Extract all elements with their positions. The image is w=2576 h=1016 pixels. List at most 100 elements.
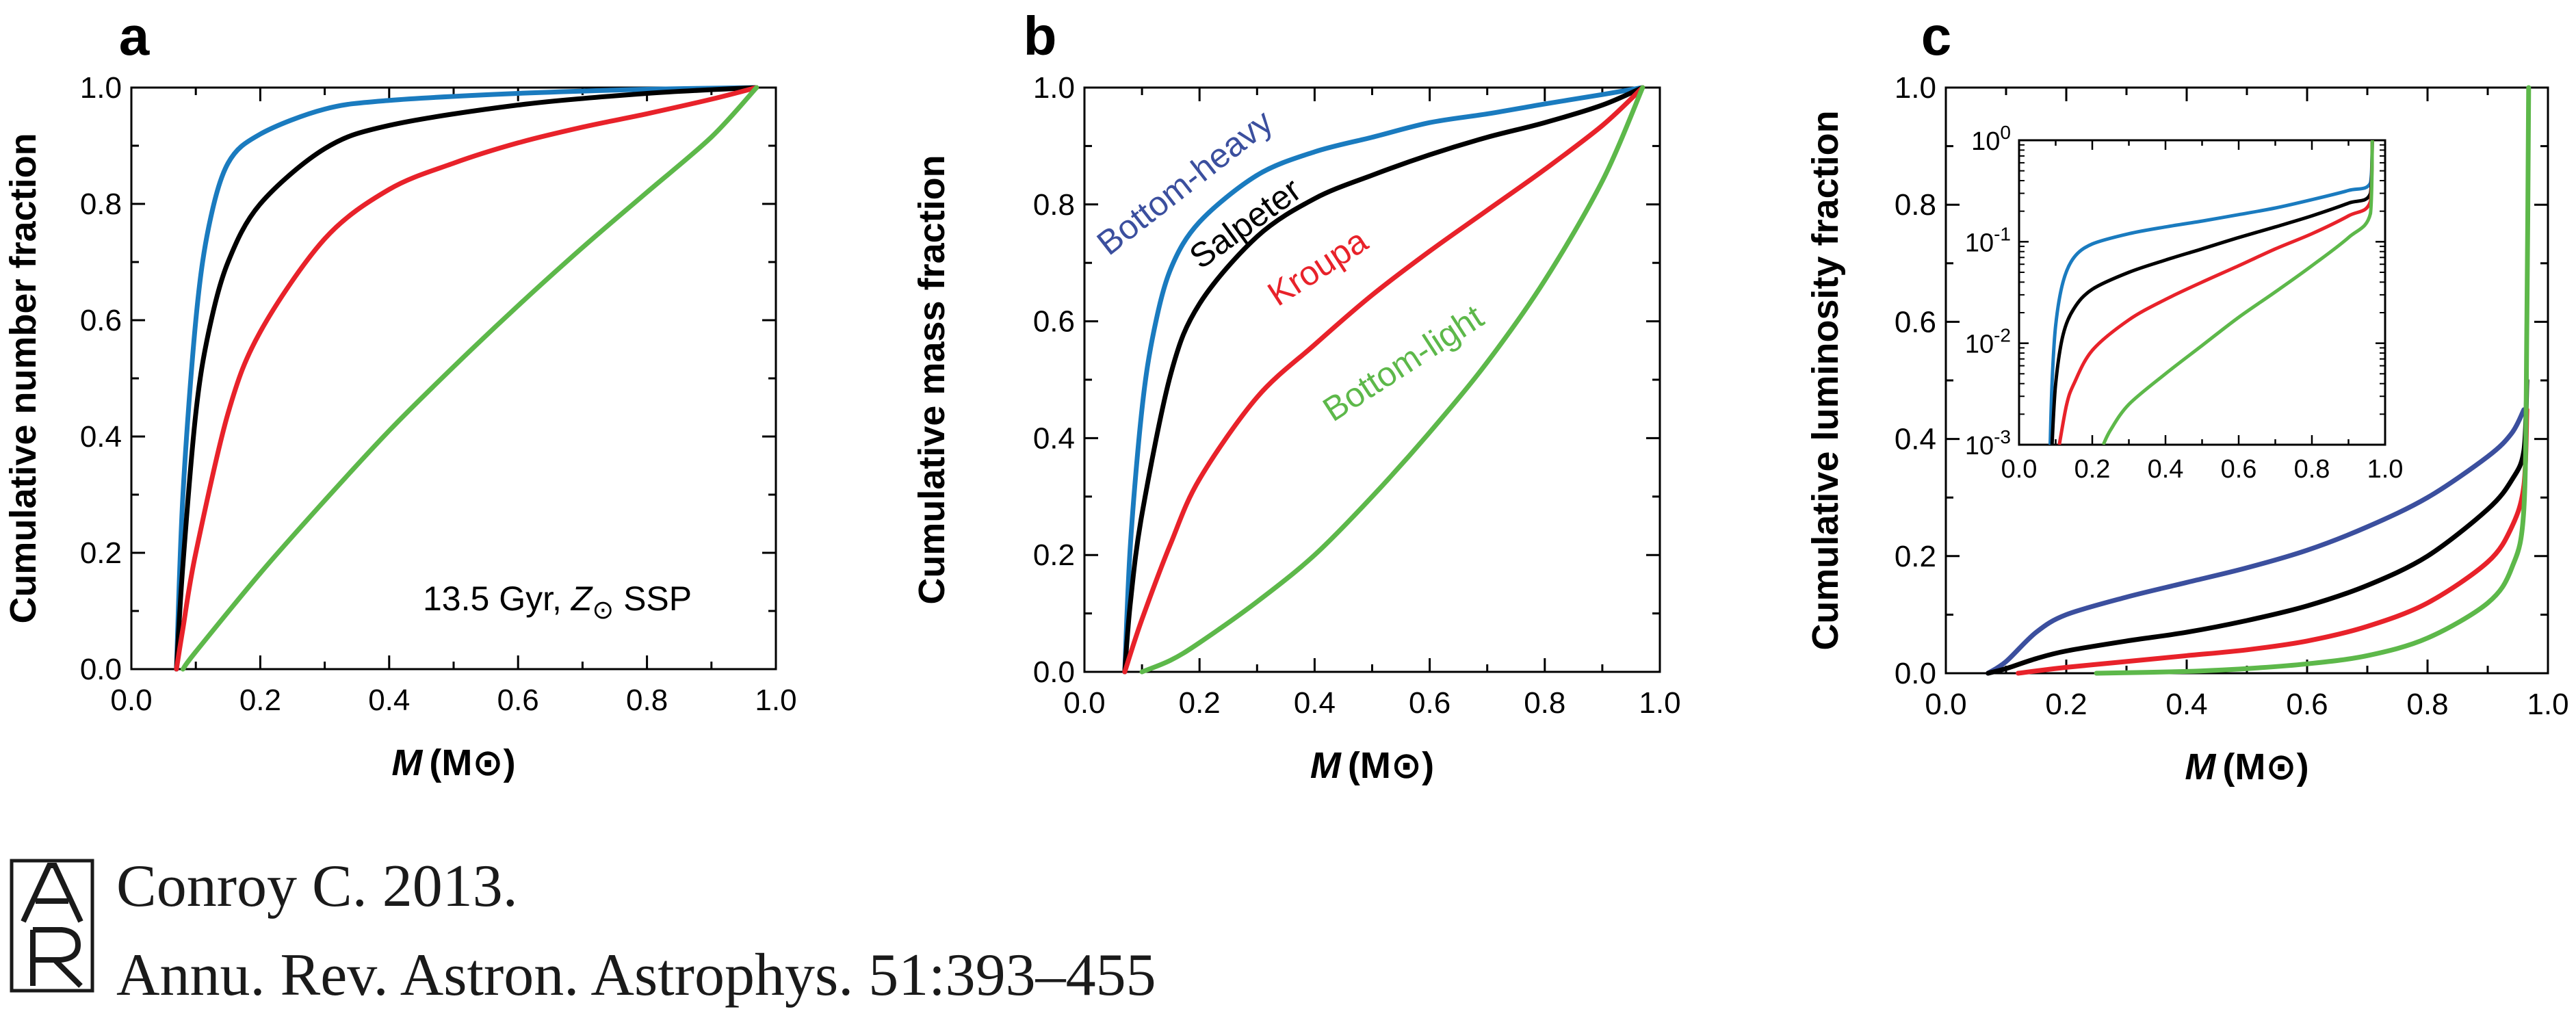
y-tick-label: 0.2 — [80, 536, 122, 570]
series-line — [1122, 85, 1645, 675]
x-tick-label: 1.0 — [2527, 688, 2568, 721]
x-tick-label: 0.0 — [1063, 686, 1105, 720]
series-line — [2016, 407, 2529, 676]
series-line — [1986, 407, 2527, 676]
panel-letter: a — [119, 5, 150, 66]
inset-y-tick-label: 10-1 — [1965, 223, 2011, 257]
series-line — [1122, 85, 1645, 675]
x-axis-unit: (M⊙) — [429, 742, 515, 783]
inset-series-line — [2101, 140, 2374, 445]
series-line — [180, 85, 759, 672]
y-tick-label: 0.0 — [1895, 657, 1936, 690]
x-tick-label: 0.2 — [1179, 686, 1221, 720]
inset-y-tick-exp: 0 — [2000, 122, 2011, 143]
inset-x-tick-label: 0.2 — [2074, 455, 2111, 484]
inset-x-tick-label: 0.0 — [2001, 455, 2038, 484]
panel-b: 0.0 0.2 0.4 0.6 0.8 1.0 0.0 0.2 0.4 0.6 0.8 1.0 M (M⊙… — [911, 5, 1681, 786]
annotation-sub: ⊙ — [592, 596, 614, 625]
x-tick-label: 0.8 — [626, 683, 668, 717]
y-tick-label: 0.6 — [80, 304, 122, 337]
x-tick-label: 0.0 — [110, 683, 152, 717]
annotation-pre: 13.5 Gyr, — [423, 579, 571, 618]
x-tick-label: 0.2 — [2045, 688, 2087, 721]
panel-a: 0.0 0.2 0.4 0.6 0.8 1.0 0.0 0.2 0.4 0.6 0.8 1.0 M (M⊙… — [3, 5, 797, 783]
y-tick-label: 0.6 — [1895, 305, 1936, 339]
series-line — [1139, 85, 1645, 675]
inset-y-tick-exp: -3 — [1994, 426, 2011, 447]
x-axis-symbol: M — [2185, 746, 2216, 787]
annotation-post: SSP — [614, 579, 692, 618]
inset-x-tick-label: 0.8 — [2294, 455, 2330, 484]
annotation-symbol: Z — [571, 579, 593, 618]
x-axis-label: M (M⊙) — [1310, 745, 1434, 786]
y-tick-label: 0.6 — [1033, 305, 1075, 339]
citation-line-1: Conroy C. 2013. — [116, 853, 518, 920]
curve-label: Kroupa — [1261, 221, 1375, 313]
x-tick-label: 0.8 — [2406, 688, 2448, 721]
curve-label: Bottom-light — [1316, 298, 1490, 429]
y-tick-label: 0.2 — [1033, 538, 1075, 572]
y-axis-label: Cumulative luminosity fraction — [1805, 110, 1846, 650]
x-tick-label: 0.6 — [1409, 686, 1450, 720]
inset-frame — [2018, 139, 2386, 446]
y-tick-label: 1.0 — [1895, 71, 1936, 105]
x-axis-symbol: M — [391, 742, 423, 783]
y-axis-label: Cumulative mass fraction — [911, 155, 952, 604]
y-tick-label: 0.0 — [1033, 655, 1075, 689]
y-tick-label: 0.2 — [1895, 540, 1936, 573]
inset-y-tick-label: 100 — [1971, 122, 2011, 156]
panel-letter: b — [1024, 5, 1057, 66]
inset-y-tick-exp: -1 — [1994, 223, 2011, 244]
x-axis-label: M (M⊙) — [2185, 746, 2308, 787]
y-tick-label: 0.8 — [80, 187, 122, 221]
annual-reviews-logo — [10, 859, 94, 993]
x-tick-label: 0.6 — [2286, 688, 2328, 721]
panel-c: 0.0 0.2 0.4 0.6 0.8 1.0 0.0 0.2 0.4 0.6 0.8 1.0 M (M⊙… — [1805, 5, 2569, 787]
x-tick-label: 0.4 — [1294, 686, 1336, 720]
inset-y-tick-label: 10-3 — [1965, 426, 2011, 460]
inset-series-line — [2057, 140, 2374, 445]
x-tick-label: 0.8 — [1524, 686, 1565, 720]
citation-line-2: Annu. Rev. Astron. Astrophys. 51:393–455 — [116, 942, 1156, 1008]
x-tick-label: 0.4 — [368, 683, 410, 717]
inset-series-line — [2048, 140, 2374, 445]
ssp-annotation: 13.5 Gyr, Z⊙ SSP — [423, 579, 692, 625]
series-line — [174, 85, 759, 672]
x-tick-label: 1.0 — [1639, 686, 1680, 720]
inset-y-tick-base: 10 — [1965, 330, 1994, 359]
inset-x-tick-label: 1.0 — [2367, 455, 2404, 484]
inset-y-tick-label: 10-2 — [1965, 325, 2011, 359]
inset-x-tick-label: 0.6 — [2221, 455, 2257, 484]
x-tick-label: 0.2 — [239, 683, 281, 717]
x-tick-label: 0.6 — [497, 683, 539, 717]
x-axis-symbol: M — [1310, 745, 1342, 786]
inset-y-tick-base: 10 — [1965, 432, 1994, 460]
x-axis-unit: (M⊙) — [1348, 745, 1434, 786]
x-tick-label: 1.0 — [755, 683, 796, 717]
panel-letter: c — [1921, 5, 1952, 66]
inset-series-line — [2050, 140, 2374, 445]
y-tick-label: 1.0 — [80, 71, 122, 105]
series-line — [1986, 378, 2529, 676]
x-tick-label: 0.0 — [1925, 688, 1966, 721]
series-line — [1122, 85, 1645, 675]
y-tick-label: 0.0 — [80, 653, 122, 686]
series-line — [174, 85, 759, 672]
inset-x-tick-label: 0.4 — [2148, 455, 2184, 484]
y-tick-label: 0.4 — [1895, 423, 1936, 456]
inset-y-tick-base: 10 — [1965, 229, 1994, 257]
y-tick-label: 0.8 — [1033, 188, 1075, 222]
y-tick-label: 0.4 — [80, 420, 122, 454]
inset-y-tick-exp: -2 — [1994, 325, 2011, 346]
y-tick-label: 0.4 — [1033, 421, 1075, 455]
x-tick-label: 0.4 — [2165, 688, 2207, 721]
inset-y-tick-base: 10 — [1971, 127, 2000, 156]
y-tick-label: 1.0 — [1033, 71, 1075, 105]
y-tick-label: 0.8 — [1895, 188, 1936, 222]
y-axis-label: Cumulative number fraction — [3, 133, 44, 623]
series-line — [2094, 85, 2532, 676]
series-line — [174, 85, 759, 672]
x-axis-label: M (M⊙) — [391, 742, 515, 783]
